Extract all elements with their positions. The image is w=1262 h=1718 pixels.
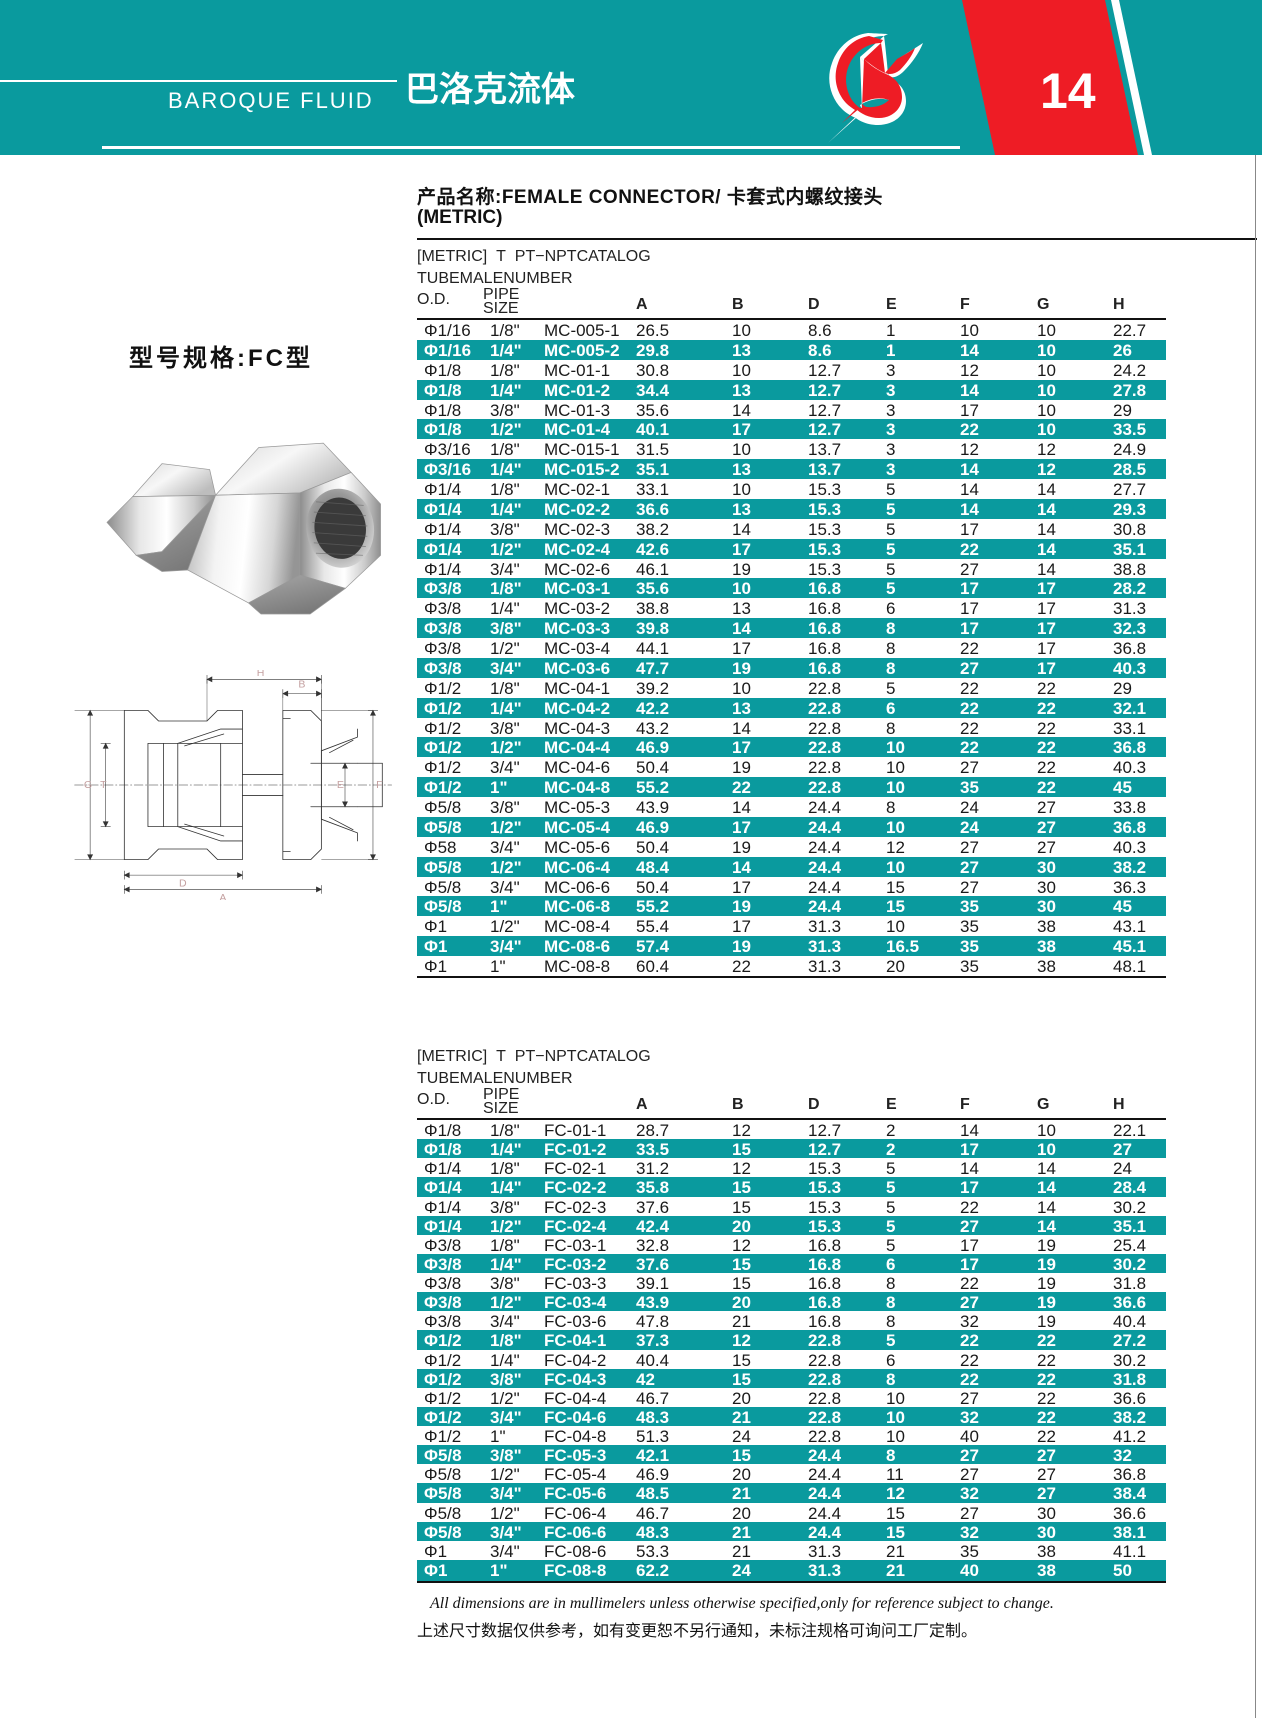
svg-text:A: A — [219, 892, 227, 900]
svg-text:G: G — [84, 779, 92, 791]
svg-text:E: E — [337, 779, 344, 791]
svg-text:D: D — [179, 877, 187, 889]
svg-text:B: B — [298, 678, 305, 690]
svg-text:F: F — [376, 779, 383, 791]
svg-text:H: H — [257, 670, 265, 679]
svg-text:T: T — [100, 779, 107, 791]
